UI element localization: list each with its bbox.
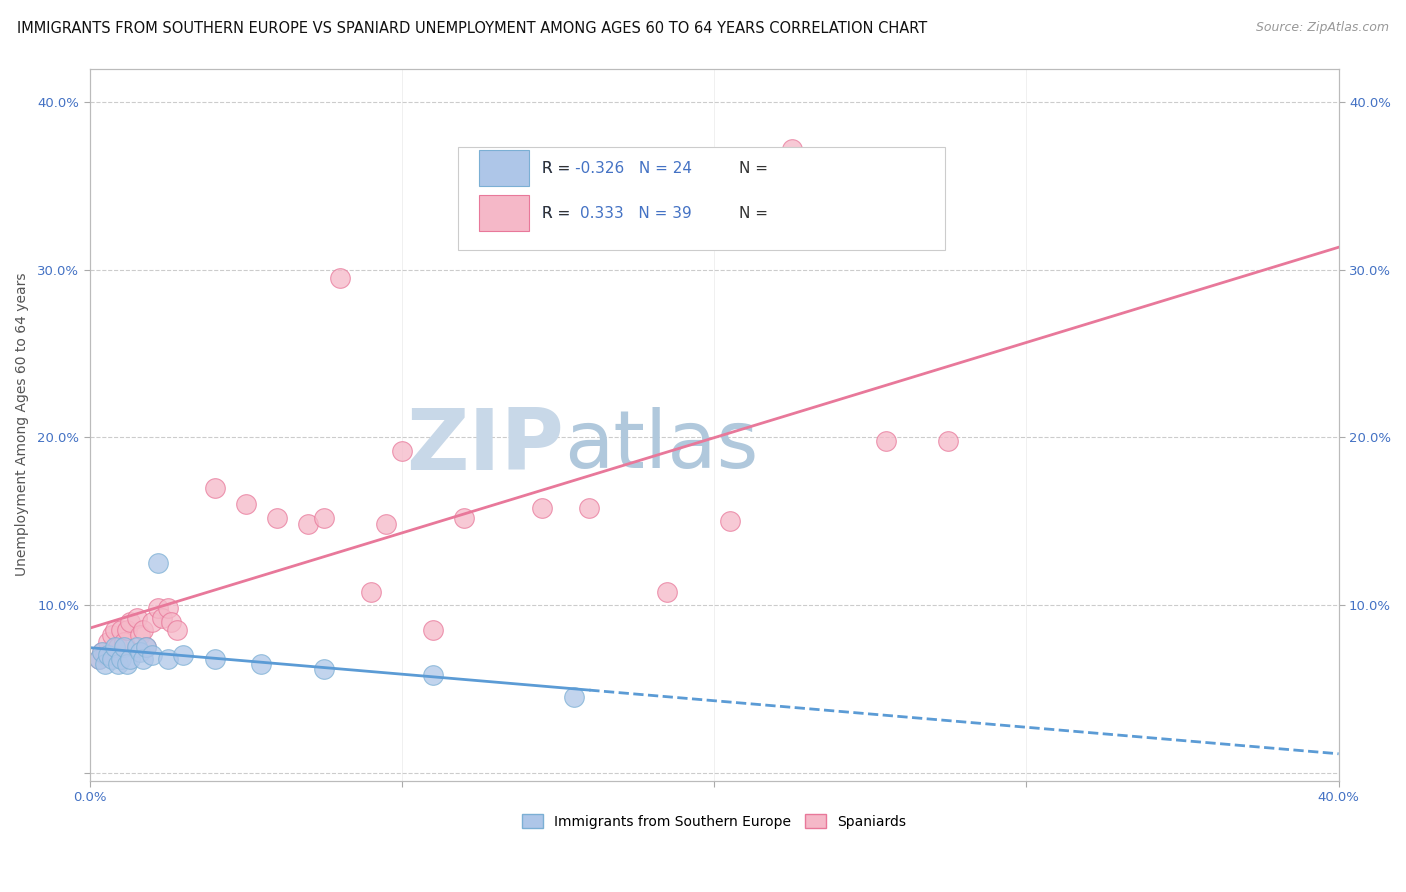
Point <box>115 657 138 671</box>
Text: R =  0.333   N = 39: R = 0.333 N = 39 <box>541 206 692 220</box>
Point <box>128 628 150 642</box>
Point <box>422 623 444 637</box>
Point <box>328 271 350 285</box>
Text: ZIP: ZIP <box>406 405 564 488</box>
Point <box>312 662 335 676</box>
Point <box>125 611 148 625</box>
Point <box>115 623 138 637</box>
Point <box>125 640 148 654</box>
Point <box>100 628 122 642</box>
Point <box>156 601 179 615</box>
Text: R =: R = <box>541 206 579 220</box>
Point <box>104 640 127 654</box>
Text: R =: R = <box>541 161 575 176</box>
Point <box>94 657 117 671</box>
Point <box>91 645 114 659</box>
Point <box>562 690 585 705</box>
Point <box>578 500 600 515</box>
Point <box>110 623 132 637</box>
Point <box>107 657 129 671</box>
Point <box>112 635 135 649</box>
Point <box>391 443 413 458</box>
Point <box>297 517 319 532</box>
Point <box>360 584 382 599</box>
Point <box>97 648 120 663</box>
Point <box>657 584 679 599</box>
Point <box>204 651 226 665</box>
Text: N =: N = <box>740 206 773 220</box>
Point <box>718 514 741 528</box>
FancyBboxPatch shape <box>458 147 945 250</box>
Y-axis label: Unemployment Among Ages 60 to 64 years: Unemployment Among Ages 60 to 64 years <box>15 273 30 576</box>
Point <box>87 651 110 665</box>
Point <box>132 623 155 637</box>
Point <box>250 657 273 671</box>
Point <box>112 640 135 654</box>
Point <box>87 651 110 665</box>
Point <box>132 651 155 665</box>
Point <box>160 615 183 629</box>
Point <box>375 517 398 532</box>
Legend: Immigrants from Southern Europe, Spaniards: Immigrants from Southern Europe, Spaniar… <box>517 809 911 835</box>
Point <box>266 510 288 524</box>
Text: R = -0.326   N = 24: R = -0.326 N = 24 <box>541 161 692 176</box>
Point <box>120 615 142 629</box>
Point <box>312 510 335 524</box>
Text: N =: N = <box>740 161 773 176</box>
Point <box>141 648 163 663</box>
Point <box>110 651 132 665</box>
FancyBboxPatch shape <box>479 151 529 186</box>
Point <box>172 648 194 663</box>
Point <box>204 481 226 495</box>
Point <box>100 651 122 665</box>
Point <box>135 640 157 654</box>
Point <box>166 623 188 637</box>
Point <box>936 434 959 448</box>
Point <box>141 615 163 629</box>
Point <box>156 651 179 665</box>
Point <box>150 611 173 625</box>
Point <box>128 645 150 659</box>
Point <box>120 651 142 665</box>
Text: atlas: atlas <box>564 407 759 485</box>
Point <box>875 434 897 448</box>
Point <box>780 142 803 156</box>
Point <box>235 497 257 511</box>
Point <box>148 556 170 570</box>
Point <box>91 645 114 659</box>
Text: Source: ZipAtlas.com: Source: ZipAtlas.com <box>1256 21 1389 34</box>
Point <box>104 623 127 637</box>
Point <box>107 640 129 654</box>
Text: IMMIGRANTS FROM SOUTHERN EUROPE VS SPANIARD UNEMPLOYMENT AMONG AGES 60 TO 64 YEA: IMMIGRANTS FROM SOUTHERN EUROPE VS SPANI… <box>17 21 927 36</box>
Point <box>94 648 117 663</box>
Point <box>422 668 444 682</box>
Point <box>148 601 170 615</box>
Point <box>97 635 120 649</box>
Point <box>531 500 554 515</box>
FancyBboxPatch shape <box>479 195 529 231</box>
Point <box>453 510 475 524</box>
Point <box>135 640 157 654</box>
